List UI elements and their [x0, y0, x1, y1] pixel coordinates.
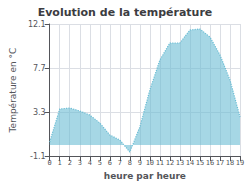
svg-text:15: 15	[196, 159, 204, 167]
svg-text:10: 10	[146, 159, 154, 167]
svg-text:17: 17	[216, 159, 224, 167]
svg-text:16: 16	[206, 159, 214, 167]
svg-text:Température en °C: Température en °C	[8, 48, 18, 134]
svg-text:6: 6	[108, 159, 112, 167]
svg-text:2: 2	[68, 159, 72, 167]
svg-text:7: 7	[118, 159, 122, 167]
svg-text:14: 14	[186, 159, 194, 167]
svg-text:0: 0	[48, 159, 52, 167]
svg-text:5: 5	[98, 159, 102, 167]
svg-text:7.7: 7.7	[33, 64, 46, 73]
svg-text:12.1: 12.1	[28, 20, 46, 29]
svg-text:1: 1	[58, 159, 62, 167]
svg-text:heure par heure: heure par heure	[104, 171, 186, 181]
svg-text:11: 11	[156, 159, 164, 167]
svg-text:12: 12	[166, 159, 174, 167]
svg-text:-1.1: -1.1	[30, 152, 46, 161]
svg-text:4: 4	[88, 159, 92, 167]
svg-text:3.3: 3.3	[33, 108, 46, 117]
svg-text:9: 9	[138, 159, 142, 167]
svg-text:18: 18	[226, 159, 234, 167]
svg-text:13: 13	[176, 159, 184, 167]
svg-text:3: 3	[78, 159, 82, 167]
svg-text:Evolution de la température: Evolution de la température	[38, 6, 213, 19]
svg-text:8: 8	[128, 159, 132, 167]
svg-text:19: 19	[236, 159, 244, 167]
